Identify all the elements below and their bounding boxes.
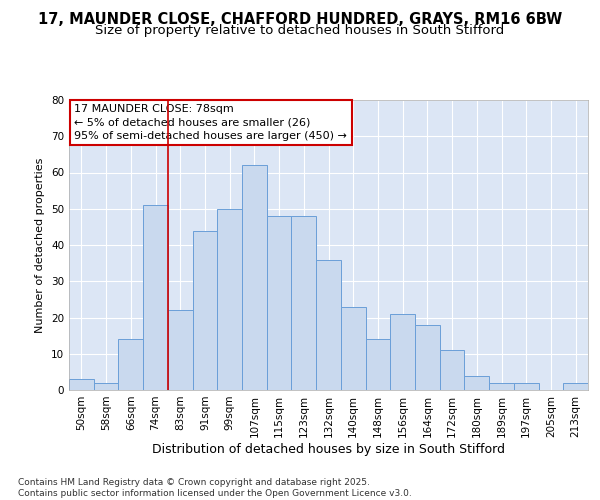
Bar bbox=[193, 230, 217, 390]
Bar bbox=[365, 339, 390, 390]
Bar bbox=[514, 383, 539, 390]
Bar bbox=[242, 165, 267, 390]
Text: 17, MAUNDER CLOSE, CHAFFORD HUNDRED, GRAYS, RM16 6BW: 17, MAUNDER CLOSE, CHAFFORD HUNDRED, GRA… bbox=[38, 12, 562, 28]
Text: Contains HM Land Registry data © Crown copyright and database right 2025.
Contai: Contains HM Land Registry data © Crown c… bbox=[18, 478, 412, 498]
Bar bbox=[440, 350, 464, 390]
Text: Size of property relative to detached houses in South Stifford: Size of property relative to detached ho… bbox=[95, 24, 505, 37]
Bar bbox=[94, 383, 118, 390]
Bar bbox=[118, 339, 143, 390]
Bar bbox=[143, 205, 168, 390]
Bar bbox=[489, 383, 514, 390]
Bar bbox=[69, 379, 94, 390]
Bar bbox=[390, 314, 415, 390]
Bar bbox=[563, 383, 588, 390]
Bar bbox=[415, 325, 440, 390]
Bar bbox=[341, 306, 365, 390]
Bar bbox=[217, 209, 242, 390]
X-axis label: Distribution of detached houses by size in South Stifford: Distribution of detached houses by size … bbox=[152, 442, 505, 456]
Bar bbox=[292, 216, 316, 390]
Text: 17 MAUNDER CLOSE: 78sqm
← 5% of detached houses are smaller (26)
95% of semi-det: 17 MAUNDER CLOSE: 78sqm ← 5% of detached… bbox=[74, 104, 347, 141]
Bar bbox=[168, 310, 193, 390]
Bar bbox=[464, 376, 489, 390]
Y-axis label: Number of detached properties: Number of detached properties bbox=[35, 158, 46, 332]
Bar bbox=[267, 216, 292, 390]
Bar bbox=[316, 260, 341, 390]
